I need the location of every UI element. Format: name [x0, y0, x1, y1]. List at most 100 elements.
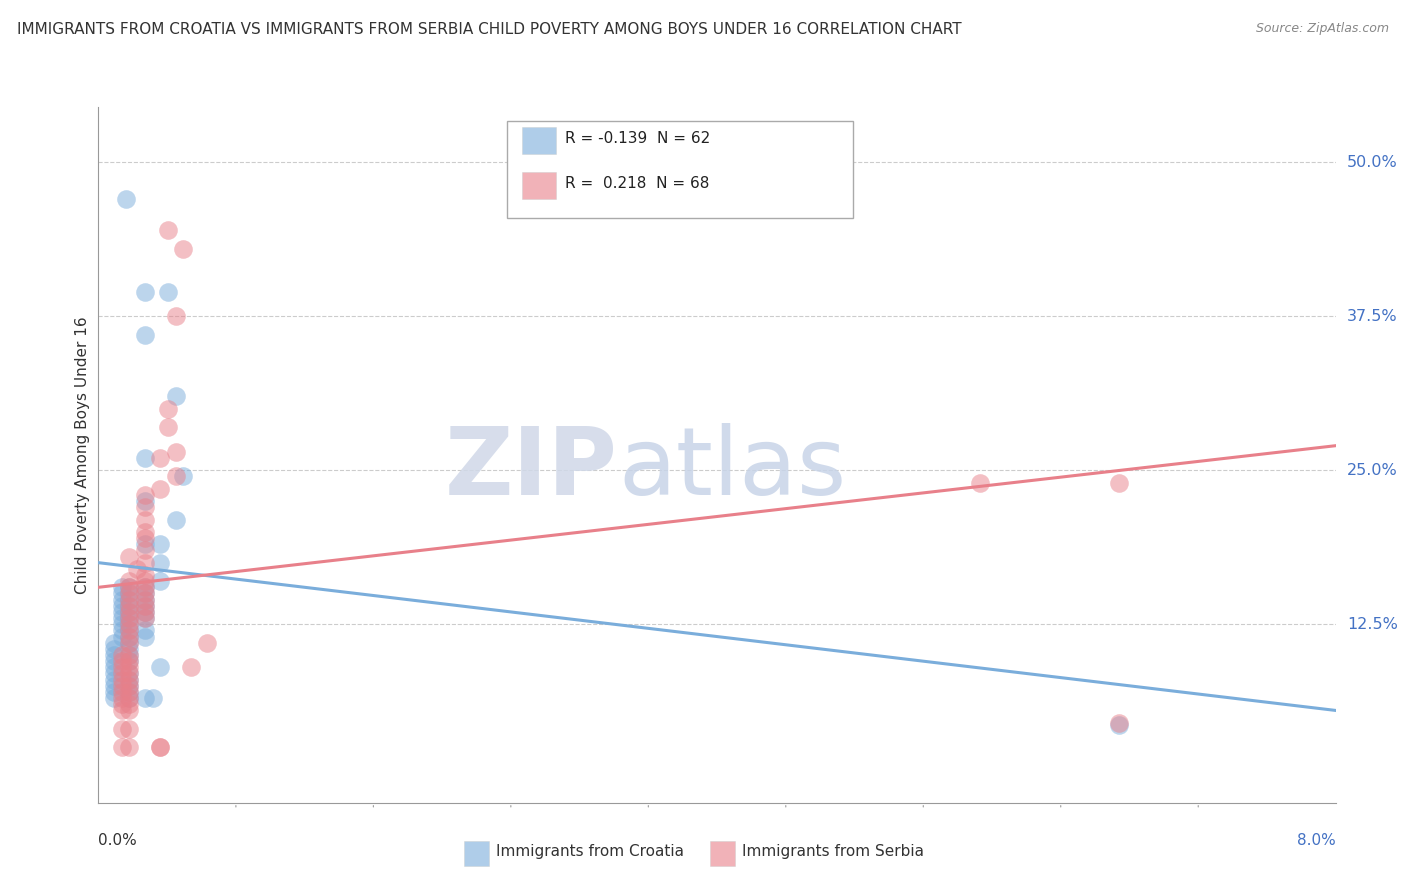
Point: [118, 549, 141, 564]
Point: [118, 654, 141, 668]
Point: [134, 599, 156, 613]
Point: [149, 740, 172, 755]
Point: [180, 660, 202, 674]
Point: [111, 685, 132, 699]
Point: [165, 445, 187, 459]
Point: [111, 698, 132, 712]
Point: [118, 617, 141, 632]
Point: [134, 691, 156, 706]
Point: [118, 605, 141, 619]
Text: IMMIGRANTS FROM CROATIA VS IMMIGRANTS FROM SERBIA CHILD POVERTY AMONG BOYS UNDER: IMMIGRANTS FROM CROATIA VS IMMIGRANTS FR…: [17, 22, 962, 37]
Point: [134, 556, 156, 570]
Point: [111, 740, 132, 755]
Point: [134, 592, 156, 607]
Point: [149, 537, 172, 551]
Text: atlas: atlas: [619, 423, 846, 515]
Point: [134, 488, 156, 502]
Point: [118, 630, 141, 644]
Point: [118, 605, 141, 619]
Point: [111, 648, 132, 662]
Point: [118, 580, 141, 594]
Point: [118, 592, 141, 607]
Point: [118, 660, 141, 674]
Point: [118, 666, 141, 681]
Point: [134, 537, 156, 551]
Point: [111, 624, 132, 638]
Text: R = -0.139  N = 62: R = -0.139 N = 62: [565, 131, 710, 146]
Text: 12.5%: 12.5%: [1347, 616, 1398, 632]
Point: [118, 698, 141, 712]
Point: [134, 568, 156, 582]
Point: [134, 494, 156, 508]
Point: [118, 624, 141, 638]
Point: [127, 562, 149, 576]
Point: [118, 685, 141, 699]
Point: [134, 327, 156, 342]
Point: [165, 469, 187, 483]
Point: [165, 310, 187, 324]
FancyBboxPatch shape: [522, 172, 557, 199]
Point: [118, 624, 141, 638]
Point: [111, 660, 132, 674]
Point: [103, 666, 125, 681]
Point: [157, 223, 180, 237]
Point: [134, 531, 156, 545]
Point: [134, 285, 156, 299]
Point: [118, 617, 141, 632]
Point: [118, 586, 141, 600]
Text: R =  0.218  N = 68: R = 0.218 N = 68: [565, 176, 709, 191]
Point: [111, 592, 132, 607]
Point: [118, 636, 141, 650]
Point: [134, 586, 156, 600]
Point: [118, 679, 141, 693]
Point: [134, 592, 156, 607]
Point: [165, 389, 187, 403]
Point: [149, 482, 172, 496]
Point: [118, 611, 141, 625]
Point: [157, 285, 180, 299]
Point: [118, 599, 141, 613]
Text: 0.0%: 0.0%: [98, 833, 138, 848]
Point: [111, 703, 132, 717]
Point: [118, 654, 141, 668]
Point: [118, 630, 141, 644]
Point: [111, 679, 132, 693]
Point: [118, 673, 141, 687]
Point: [103, 660, 125, 674]
Text: 37.5%: 37.5%: [1347, 309, 1398, 324]
Point: [134, 630, 156, 644]
FancyBboxPatch shape: [522, 128, 557, 153]
Point: [118, 641, 141, 656]
Point: [134, 500, 156, 515]
Point: [118, 648, 141, 662]
Point: [1108, 715, 1130, 730]
Point: [118, 580, 141, 594]
Point: [103, 685, 125, 699]
Text: 25.0%: 25.0%: [1347, 463, 1398, 478]
Point: [149, 660, 172, 674]
Point: [134, 599, 156, 613]
Point: [118, 599, 141, 613]
Point: [103, 641, 125, 656]
Point: [134, 450, 156, 465]
Point: [111, 630, 132, 644]
Point: [111, 611, 132, 625]
Point: [118, 636, 141, 650]
Point: [149, 450, 172, 465]
Point: [118, 679, 141, 693]
Point: [103, 679, 125, 693]
Point: [134, 605, 156, 619]
Point: [172, 242, 194, 256]
Point: [118, 691, 141, 706]
Point: [172, 469, 194, 483]
Point: [134, 580, 156, 594]
Point: [118, 673, 141, 687]
Point: [103, 648, 125, 662]
Point: [149, 574, 172, 589]
Text: 8.0%: 8.0%: [1296, 833, 1336, 848]
Point: [149, 556, 172, 570]
Point: [134, 611, 156, 625]
Text: Immigrants from Croatia: Immigrants from Croatia: [496, 845, 685, 859]
Point: [134, 512, 156, 526]
Point: [134, 524, 156, 539]
